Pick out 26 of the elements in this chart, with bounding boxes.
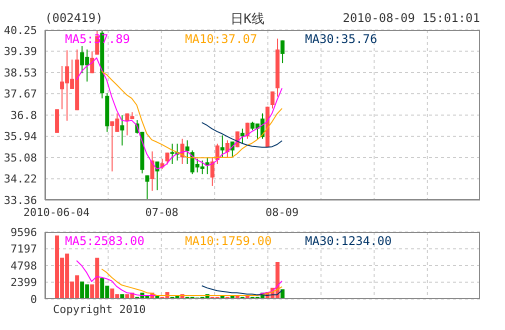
y-tick-label: 40.25 — [4, 24, 37, 37]
y-tick-label: 2399 — [10, 276, 37, 290]
y-tick-label: 35.08 — [4, 151, 37, 164]
y-tick-label: 9596 — [10, 226, 37, 239]
y-tick-label: 33.36 — [4, 194, 37, 207]
chart-title: (002419) — [45, 11, 103, 25]
y-tick-label: 37.67 — [4, 88, 37, 101]
y-tick-label: 36.8 — [10, 109, 37, 122]
x-tick-label: 2010-06-04 — [23, 206, 90, 219]
y-tick-label: 38.53 — [4, 66, 37, 80]
text: MA30:35.76 — [305, 32, 378, 46]
y-tick-label: 7197 — [10, 242, 37, 256]
text: 2010-08-09 15:01:01 — [342, 11, 480, 25]
x-tick-label: 07-08 — [145, 206, 178, 219]
y-tick-label: 34.22 — [4, 172, 37, 186]
text: Copyright 2010 — [53, 303, 146, 316]
chart-subtitle: 日K线 — [230, 12, 264, 27]
y-tick-label: 39.39 — [4, 45, 37, 58]
text: MA10:37.07 — [185, 32, 258, 46]
y-tick-label: 4798 — [10, 259, 37, 272]
y-tick-label: 35.94 — [4, 130, 38, 144]
x-tick-label: 08-09 — [265, 206, 299, 219]
y-tick-label: 0 — [30, 292, 37, 306]
text: MA30:1234.00 — [305, 234, 392, 248]
series-label: MA5:2583.00 — [65, 234, 144, 248]
text: MA10:1759.00 — [185, 234, 272, 248]
